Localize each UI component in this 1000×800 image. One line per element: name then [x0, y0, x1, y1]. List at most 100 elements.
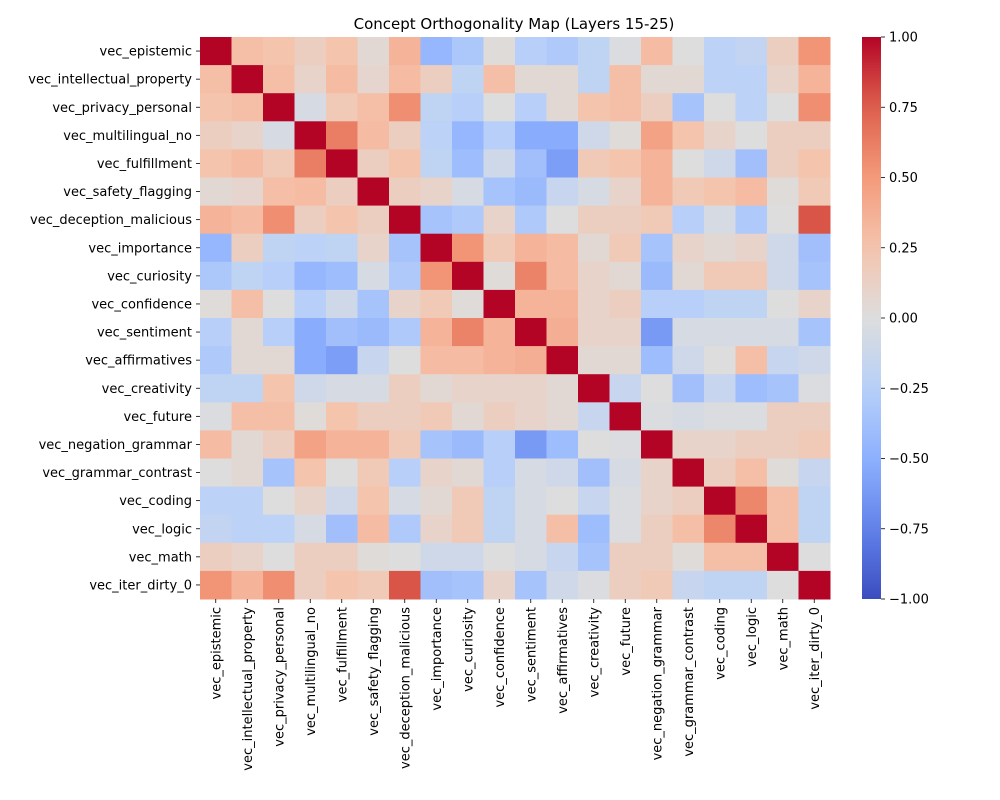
- heatmap-cell: [735, 486, 768, 516]
- heatmap-cell: [672, 121, 705, 150]
- heatmap-cell: [200, 486, 232, 516]
- y-tick-label: vec_sentiment: [97, 326, 192, 341]
- heatmap-cell: [609, 486, 642, 516]
- heatmap-cell: [294, 233, 327, 263]
- heatmap-cell: [609, 93, 642, 122]
- heatmap-cell: [704, 177, 736, 207]
- heatmap-cell: [357, 289, 390, 319]
- heatmap-cell: [609, 430, 642, 459]
- heatmap-cell: [641, 261, 673, 291]
- heatmap-cell: [452, 149, 484, 178]
- heatmap-cell: [578, 346, 610, 375]
- heatmap-cell: [798, 514, 831, 544]
- heatmap-cell: [231, 65, 264, 94]
- heatmap-cell: [735, 37, 768, 66]
- heatmap-cell: [263, 570, 295, 600]
- colorbar-ticks: −1.00 −0.75 −0.50 −0.25 0.00 0.25 0.50 0.75 1.00: [881, 31, 929, 608]
- heatmap-cells: [200, 37, 831, 600]
- x-tick-label: vec_creativity: [587, 607, 602, 698]
- heatmap-cell: [767, 318, 799, 347]
- heatmap-cell: [389, 121, 421, 150]
- heatmap-cell: [546, 486, 579, 516]
- heatmap-cell: [767, 402, 799, 431]
- heatmap-cell: [704, 121, 736, 150]
- heatmap-cell: [294, 289, 327, 319]
- heatmap-cell: [483, 318, 516, 347]
- heatmap-cell: [798, 121, 831, 150]
- heatmap-cell: [515, 65, 547, 94]
- heatmap-cell: [578, 37, 610, 66]
- heatmap-cell: [452, 542, 484, 572]
- heatmap-cell: [452, 205, 484, 235]
- heatmap-cell: [231, 121, 264, 150]
- heatmap-cell: [420, 149, 453, 178]
- heatmap-cell: [735, 177, 768, 207]
- heatmap-cell: [641, 205, 673, 235]
- heatmap-cell: [200, 374, 232, 403]
- heatmap-cell: [546, 514, 579, 544]
- x-tick-label: vec_grammar_contrast: [682, 607, 697, 757]
- heatmap-cell: [326, 205, 358, 235]
- heatmap-cell: [452, 570, 484, 600]
- heatmap-cell: [326, 121, 358, 150]
- heatmap-cell: [609, 233, 642, 263]
- heatmap-cell: [672, 570, 705, 600]
- heatmap-cell: [798, 570, 831, 600]
- heatmap-cell: [672, 65, 705, 94]
- heatmap-cell: [326, 65, 358, 94]
- x-axis-tick-labels: vec_epistemic vec_intellectual_property ve…: [209, 599, 823, 771]
- heatmap-cell: [231, 233, 264, 263]
- heatmap-cell: [609, 346, 642, 375]
- heatmap-cell: [326, 93, 358, 122]
- heatmap-cell: [798, 233, 831, 263]
- x-tick-label: vec_logic: [745, 607, 760, 667]
- heatmap-cell: [704, 486, 736, 516]
- heatmap-cell: [483, 346, 516, 375]
- heatmap-cell: [294, 261, 327, 291]
- colorbar-tick-label: −0.75: [889, 522, 929, 537]
- colorbar-tick-label: 0.25: [889, 241, 918, 256]
- heatmap-cell: [389, 430, 421, 459]
- x-tick-label: vec_epistemic: [209, 607, 224, 700]
- heatmap-cell: [389, 289, 421, 319]
- heatmap-cell: [420, 233, 453, 263]
- heatmap-cell: [389, 318, 421, 347]
- heatmap-cell: [798, 374, 831, 403]
- heatmap-cell: [420, 93, 453, 122]
- heatmap-cell: [672, 346, 705, 375]
- heatmap-cell: [452, 233, 484, 263]
- heatmap-cell: [704, 37, 736, 66]
- heatmap-cell: [798, 177, 831, 207]
- heatmap-cell: [483, 65, 516, 94]
- heatmap-cell: [735, 121, 768, 150]
- heatmap-cell: [515, 542, 547, 572]
- heatmap-cell: [641, 149, 673, 178]
- heatmap-cell: [735, 149, 768, 178]
- heatmap-cell: [704, 402, 736, 431]
- heatmap-cell: [200, 37, 232, 66]
- heatmap-cell: [546, 37, 579, 66]
- heatmap-cell: [704, 458, 736, 488]
- heatmap-cell: [609, 205, 642, 235]
- heatmap-cell: [420, 177, 453, 207]
- colorbar-tick-label: −1.00: [889, 593, 929, 608]
- heatmap-cell: [578, 205, 610, 235]
- heatmap-cell: [452, 121, 484, 150]
- heatmap-cell: [357, 149, 390, 178]
- heatmap-cell: [798, 458, 831, 488]
- heatmap-cell: [704, 374, 736, 403]
- heatmap-cell: [263, 149, 295, 178]
- heatmap-cell: [200, 121, 232, 150]
- heatmap-cell: [798, 542, 831, 572]
- heatmap-cell: [389, 542, 421, 572]
- heatmap-cell: [420, 205, 453, 235]
- heatmap-cell: [483, 430, 516, 459]
- heatmap-cell: [767, 149, 799, 178]
- heatmap-cell: [704, 318, 736, 347]
- heatmap-cell: [263, 514, 295, 544]
- heatmap-cell: [672, 37, 705, 66]
- heatmap-cell: [578, 570, 610, 600]
- heatmap-cell: [578, 121, 610, 150]
- heatmap-cell: [483, 374, 516, 403]
- heatmap-cell: [231, 37, 264, 66]
